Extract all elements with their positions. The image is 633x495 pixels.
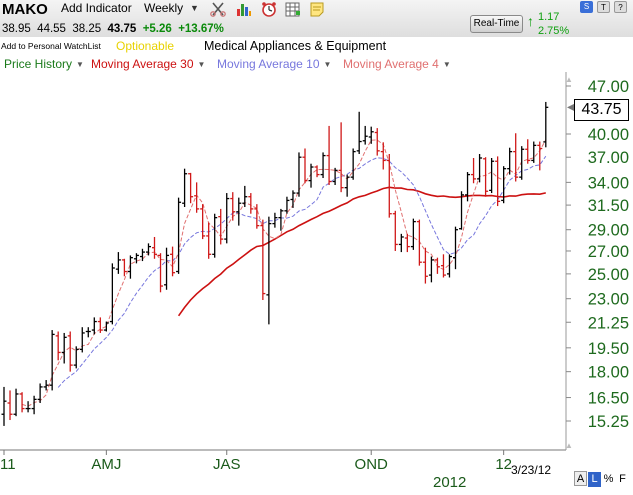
note-icon[interactable] [309,1,325,17]
last-price: 43.75 [107,23,137,35]
realtime-change: 1.17 [538,11,560,23]
legend-label: Moving Average 30 [91,57,194,71]
chevron-down-icon[interactable]: ▼ [323,60,332,69]
optionable-badge: Optionable [116,39,175,53]
y-tick-label: 25.00 [588,266,629,284]
legend-ma-10[interactable]: Moving Average 10 ▼ [217,57,331,71]
price-change-pct: +13.67% [178,23,224,35]
window-button-help[interactable]: ? [614,1,627,13]
quote-line: 38.95 44.55 38.25 43.75 +5.26 +13.67% [2,23,224,35]
header-bar: MAKO Add Indicator Weekly ▼ 38.95 44.55 [0,0,633,37]
y-tick-label: 37.00 [588,149,629,167]
last-price-pointer-icon: ◀ [567,102,575,113]
y-tick-label: 27.00 [588,243,629,261]
y-tick-label: 19.50 [588,340,629,358]
x-tick-label: 12 [495,456,512,473]
y-tick-label: 31.50 [588,197,629,215]
indicator-legend: Price History ▼ Moving Average 30 ▼ Moving… [0,57,633,71]
window-button-t[interactable]: T [597,1,610,13]
bar-chart-icon[interactable] [236,1,252,17]
year-label: 2012 [433,474,467,491]
industry-label[interactable]: Medical Appliances & Equipment [204,39,387,53]
x-tick-label: JAS [213,456,241,473]
legend-price-history[interactable]: Price History ▼ [4,57,84,71]
chevron-down-icon[interactable]: ▼ [190,3,199,13]
legend-label: Price History [4,57,73,71]
period-select[interactable]: Weekly [144,1,184,15]
scroll-up-icon[interactable]: ▲ [565,75,573,84]
x-tick-label: 11 [0,456,16,473]
last-price-marker: 43.75 [574,99,629,121]
moving-average-30-line [177,186,546,317]
x-tick-label: AMJ [91,456,121,473]
y-tick-label: 23.00 [588,291,629,309]
legend-label: Moving Average 4 [343,57,439,71]
scale-button-a[interactable]: A [574,471,587,486]
realtime-button[interactable]: Real-Time [470,15,523,33]
scroll-down-icon[interactable]: ▲ [565,441,573,450]
high-price: 44.55 [37,23,66,35]
realtime-change-pct: 2.75% [538,25,570,37]
alarm-clock-icon[interactable] [261,1,277,17]
scale-button-l[interactable]: L [588,472,601,487]
legend-ma-30[interactable]: Moving Average 30 ▼ [91,57,205,71]
ticker-symbol[interactable]: MAKO [2,1,48,18]
window-button-s[interactable]: S [580,1,593,13]
open-price: 38.95 [2,23,31,35]
y-tick-label: 16.50 [588,390,629,408]
scale-button-pct[interactable]: % [603,473,614,485]
y-tick-label: 34.00 [588,174,629,192]
moving-average-10-line [57,155,547,388]
legend-ma-4[interactable]: Moving Average 4 ▼ [343,57,451,71]
add-to-watchlist-link[interactable]: Add to Personal WatchList [1,41,101,51]
x-tick-label: OND [355,456,389,473]
y-tick-label: 47.00 [588,78,629,96]
chevron-down-icon[interactable]: ▼ [442,60,451,69]
moving-average-4-line [21,139,547,407]
scale-buttons: A L% F [574,471,630,487]
y-tick-label: 40.00 [588,126,629,144]
legend-label: Moving Average 10 [217,57,320,71]
y-tick-label: 18.00 [588,364,629,382]
y-tick-label: 15.25 [588,413,629,431]
scissors-tools-icon[interactable] [210,1,226,17]
up-arrow-icon: ↑ [527,13,534,29]
current-date-label: 3/23/12 [511,463,552,477]
chevron-down-icon[interactable]: ▼ [197,60,206,69]
y-tick-label: 29.00 [588,222,629,240]
scale-button-f[interactable]: F [619,473,626,485]
chevron-down-icon[interactable]: ▼ [76,60,84,69]
calendar-grid-icon[interactable] [285,1,301,17]
y-tick-label: 21.25 [588,314,629,332]
low-price: 38.25 [72,23,102,35]
price-change: +5.26 [142,23,172,35]
add-indicator-button[interactable]: Add Indicator [61,1,132,15]
